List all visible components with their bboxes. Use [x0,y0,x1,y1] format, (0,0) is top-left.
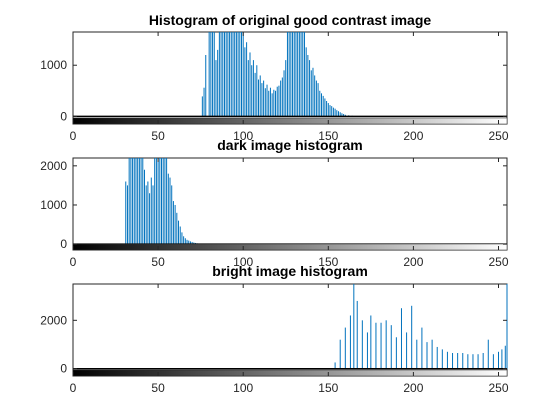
x-tick-label: 250 [488,129,508,143]
x-tick-label: 250 [488,381,508,395]
x-tick-label: 100 [233,255,253,269]
x-tick-label: 150 [318,381,338,395]
chart-title: bright image histogram [212,263,368,279]
chart-title: Histogram of original good contrast imag… [149,12,432,28]
x-tick-label: 0 [70,129,77,143]
y-tick-label: 0 [60,109,67,123]
x-tick-label: 50 [151,129,165,143]
subplot-3: bright image histogram 0 50 100 150 200 250 0 20… [40,263,509,395]
y-tick-label: 1000 [40,198,67,212]
axes-box [72,283,508,377]
x-tick-label: 200 [403,255,423,269]
x-tick-label: 0 [70,381,77,395]
x-tick-label: 200 [403,129,423,143]
chart-title: dark image histogram [217,137,363,153]
y-tick-label: 0 [60,362,67,376]
x-tick-label: 250 [488,255,508,269]
y-tick-label: 0 [60,237,67,251]
subplot-2: dark image histogram 0 50 100 150 200 250 0 1000… [40,137,509,269]
grayscale-colorbar [72,117,508,125]
y-tick-label: 2000 [40,313,67,327]
y-tick-label: 1000 [40,58,67,72]
axes-box [72,31,508,125]
x-tick-label: 150 [318,255,338,269]
grayscale-colorbar [72,243,508,251]
x-tick-label: 150 [318,129,338,143]
x-tick-label: 100 [233,381,253,395]
axes-box [72,157,508,251]
subplot-1: Histogram of original good contrast imag… [40,12,509,143]
x-tick-label: 0 [70,255,77,269]
grayscale-colorbar [72,369,508,377]
x-tick-label: 50 [151,255,165,269]
x-tick-label: 100 [233,129,253,143]
y-tick-label: 2000 [40,159,67,173]
x-tick-label: 200 [403,381,423,395]
x-tick-label: 50 [151,381,165,395]
